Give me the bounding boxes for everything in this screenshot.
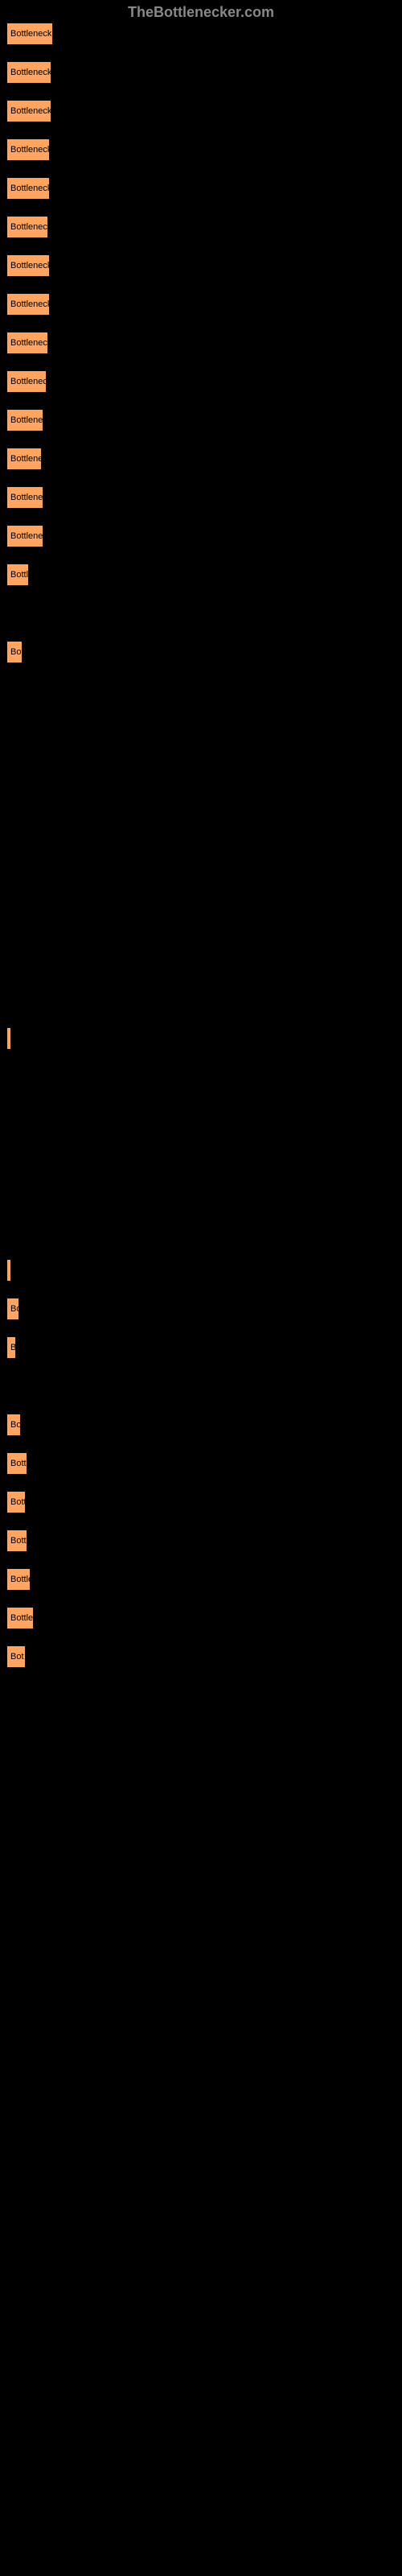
chart-bar: Bottleneck re bbox=[6, 138, 50, 161]
bar-row bbox=[6, 1183, 402, 1203]
bar-chart: Bottleneck res Bottleneck re Bottleneck re… bbox=[0, 0, 402, 1666]
chart-bar: Bottl bbox=[6, 1452, 27, 1475]
bar-row: Bo bbox=[6, 1415, 402, 1435]
chart-bar: Bo bbox=[6, 1298, 19, 1320]
chart-bar: Bottleneck r bbox=[6, 332, 48, 354]
chart-bar: Bottle bbox=[6, 1568, 31, 1591]
bar-row: Bottlenec bbox=[6, 449, 402, 469]
bar-row: Bottleneck r bbox=[6, 217, 402, 237]
chart-bar: Bottleneck re bbox=[6, 61, 51, 84]
chart-bar: Bott bbox=[6, 1491, 26, 1513]
chart-bar: Bottleneck re bbox=[6, 293, 50, 316]
bar-row: Bottleneck re bbox=[6, 140, 402, 159]
bar-row: Bottl bbox=[6, 1454, 402, 1473]
chart-bar: Bottleneck re bbox=[6, 100, 51, 122]
bar-row bbox=[6, 758, 402, 778]
bar-row: Bottleneck bbox=[6, 372, 402, 391]
chart-bar: Bottleneck bbox=[6, 409, 43, 431]
bar-row: Bot bbox=[6, 1647, 402, 1666]
bar-row: Bottleneck re bbox=[6, 295, 402, 314]
chart-bar: Bottleneck r bbox=[6, 216, 48, 238]
bar-row: Bottleneck re bbox=[6, 256, 402, 275]
bar-row bbox=[6, 1106, 402, 1125]
bar-row: Bottlen bbox=[6, 1608, 402, 1628]
bar-row bbox=[6, 913, 402, 932]
bar-row bbox=[6, 1377, 402, 1396]
bar-row: Bottl bbox=[6, 565, 402, 584]
bar-row: Bottleneck r bbox=[6, 333, 402, 353]
bar-row: Bottleneck re bbox=[6, 63, 402, 82]
bar-row bbox=[6, 1067, 402, 1087]
chart-bar bbox=[6, 1027, 11, 1050]
bar-row: Bottleneck re bbox=[6, 179, 402, 198]
bar-row bbox=[6, 604, 402, 623]
bar-row bbox=[6, 1145, 402, 1164]
bar-row bbox=[6, 681, 402, 700]
bar-row bbox=[6, 1261, 402, 1280]
chart-bar: Bottleneck re bbox=[6, 254, 50, 277]
bar-row: Bott bbox=[6, 1492, 402, 1512]
watermark-text: TheBottlenecker.com bbox=[128, 4, 274, 21]
chart-bar: Bot bbox=[6, 1645, 26, 1668]
bar-row: Bot bbox=[6, 642, 402, 662]
chart-bar: B bbox=[6, 1336, 16, 1359]
chart-bar: Bottleneck bbox=[6, 370, 47, 393]
bar-row: Bottleneck bbox=[6, 488, 402, 507]
chart-bar bbox=[6, 1259, 11, 1282]
bar-row: Bottleneck bbox=[6, 411, 402, 430]
bar-row bbox=[6, 797, 402, 816]
bar-row: B bbox=[6, 1338, 402, 1357]
bar-row: Bottleneck res bbox=[6, 24, 402, 43]
bar-row bbox=[6, 836, 402, 855]
bar-row: Bottle bbox=[6, 1570, 402, 1589]
chart-bar: Bot bbox=[6, 641, 23, 663]
bar-row: Bottleneck re bbox=[6, 101, 402, 121]
chart-bar: Bottleneck res bbox=[6, 23, 53, 45]
bar-row: Bottleneck bbox=[6, 526, 402, 546]
bar-row bbox=[6, 1029, 402, 1048]
bar-row: Bo bbox=[6, 1299, 402, 1319]
chart-bar: Bottleneck bbox=[6, 525, 43, 547]
chart-bar: Bottl bbox=[6, 564, 29, 586]
bar-row bbox=[6, 990, 402, 1009]
chart-bar: Bottlen bbox=[6, 1607, 34, 1629]
bar-row: Bottl bbox=[6, 1531, 402, 1550]
chart-bar: Bottleneck re bbox=[6, 177, 50, 200]
bar-row bbox=[6, 720, 402, 739]
bar-row bbox=[6, 874, 402, 894]
bar-row bbox=[6, 952, 402, 971]
bar-row bbox=[6, 1222, 402, 1241]
chart-bar: Bo bbox=[6, 1414, 21, 1436]
chart-bar: Bottl bbox=[6, 1530, 27, 1552]
chart-bar: Bottleneck bbox=[6, 486, 43, 509]
chart-bar: Bottlenec bbox=[6, 448, 42, 470]
